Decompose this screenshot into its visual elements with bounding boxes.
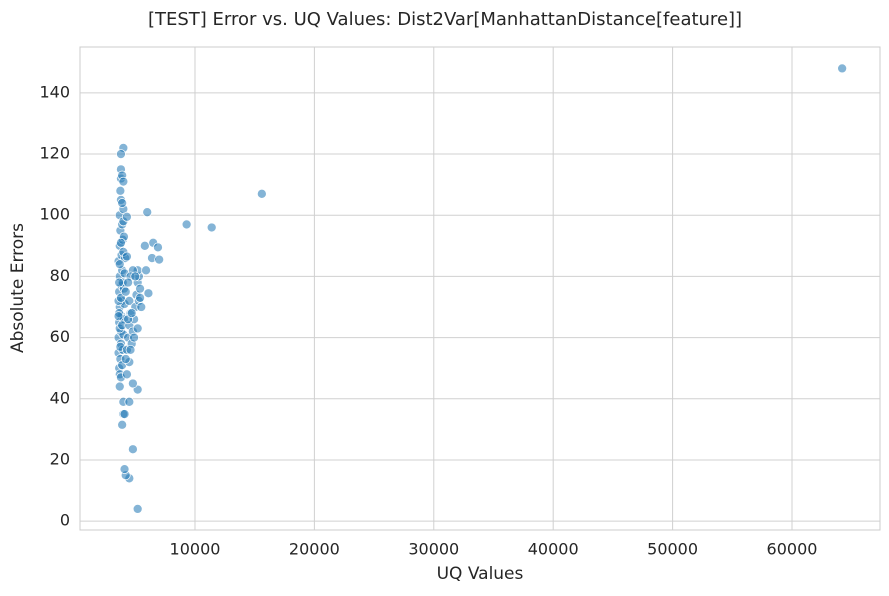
scatter-point	[117, 198, 127, 208]
scatter-point	[143, 288, 154, 299]
scatter-point	[114, 259, 125, 270]
y-axis-label: Absolute Errors	[8, 223, 28, 353]
scatter-point	[119, 464, 130, 474]
scatter-point	[141, 265, 151, 276]
scatter-point	[135, 292, 145, 303]
scatter-point	[130, 271, 141, 282]
scatter-point	[125, 344, 136, 355]
scatter-point	[114, 381, 125, 392]
y-tick-label: 40	[50, 388, 70, 407]
scatter-point	[132, 504, 143, 514]
scatter-point	[122, 369, 132, 380]
scatter-point	[128, 444, 138, 455]
scatter-point	[126, 308, 137, 318]
y-tick-label: 140	[39, 82, 70, 101]
x-tick-label: 50000	[647, 540, 698, 559]
scatter-point	[154, 254, 165, 265]
scatter-point	[129, 332, 139, 343]
y-tick-label: 120	[39, 144, 70, 163]
scatter-point	[123, 277, 133, 288]
scatter-point	[124, 296, 135, 306]
scatter-point	[118, 176, 129, 187]
scatter-point	[116, 237, 126, 248]
x-tick-label: 10000	[170, 540, 221, 559]
x-tick-label: 20000	[289, 540, 340, 559]
scatter-point	[115, 185, 126, 196]
scatter-point	[120, 354, 131, 364]
scatter-point	[181, 219, 192, 230]
scatter-point	[206, 222, 217, 233]
scatter-point	[113, 311, 124, 322]
scatter-point	[153, 242, 163, 253]
x-axis-label: UQ Values	[437, 564, 524, 584]
scatter-point	[116, 149, 126, 159]
scatter-point	[132, 323, 143, 334]
y-tick-label: 100	[39, 205, 70, 224]
plot-area	[79, 46, 881, 531]
y-tick-label: 0	[60, 511, 70, 530]
chart-title: [TEST] Error vs. UQ Values: Dist2Var[Man…	[148, 9, 742, 30]
scatter-point	[119, 409, 130, 419]
y-tick-label: 80	[50, 266, 70, 285]
scatter-point	[837, 63, 847, 74]
x-tick-label: 30000	[408, 540, 459, 559]
scatter-point	[124, 396, 135, 407]
scatter-point	[114, 277, 125, 288]
scatter-point	[120, 286, 131, 297]
x-tick-label: 60000	[767, 540, 818, 559]
scatter-point	[136, 302, 147, 312]
y-tick-label: 20	[50, 449, 70, 468]
scatter-point	[142, 207, 153, 218]
y-tick-label: 60	[50, 327, 70, 346]
scatter-point	[122, 251, 132, 262]
scatter-point	[128, 378, 138, 389]
scatter-point	[117, 419, 127, 430]
scatter-point	[122, 211, 132, 222]
scatter-point	[257, 188, 267, 199]
scatter-point	[135, 283, 145, 294]
scatter-point	[139, 240, 150, 251]
x-tick-label: 40000	[528, 540, 579, 559]
